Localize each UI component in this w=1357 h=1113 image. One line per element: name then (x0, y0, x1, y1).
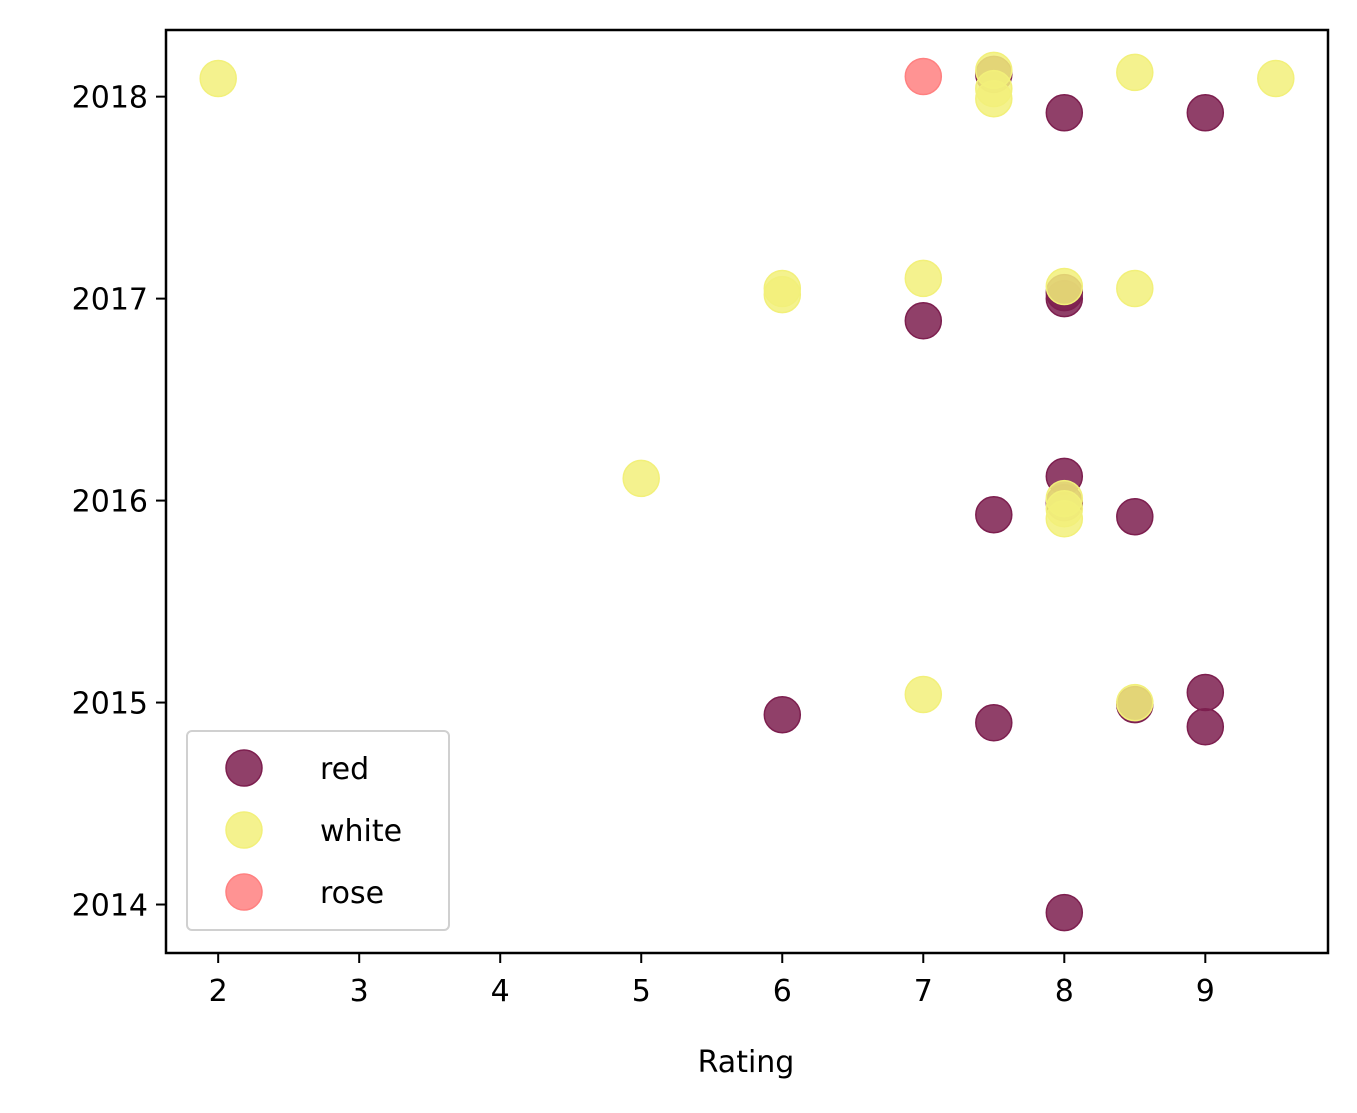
plot-frame (164, 28, 1330, 955)
point-white (1045, 267, 1084, 306)
point-red (1186, 708, 1225, 746)
point-red (904, 302, 943, 340)
point-white (904, 675, 943, 714)
x-tick-label: 6 (773, 974, 792, 1009)
x-tick-label: 2 (209, 974, 228, 1009)
y-tick-label: 2015 (72, 687, 148, 722)
x-axis-label: Rating (698, 1045, 795, 1080)
point-rose (904, 57, 943, 96)
x-tick-label: 4 (491, 974, 510, 1009)
y-axis: 2014 2015 2016 2017 2018 (72, 81, 166, 924)
legend-label-rose: rose (320, 876, 384, 911)
point-red (1045, 94, 1084, 132)
point-red (1186, 94, 1225, 132)
y-tick-label: 2014 (72, 889, 148, 924)
point-white (1045, 500, 1084, 538)
y-tick-label: 2018 (72, 81, 148, 116)
legend: red white rose (186, 730, 450, 931)
point-red (763, 695, 802, 734)
x-tick-label: 7 (914, 974, 933, 1009)
point-white (1116, 53, 1154, 92)
point-white (904, 259, 943, 298)
legend-marker-white (225, 811, 263, 849)
x-axis: 2 3 4 5 6 7 8 9 (209, 953, 1215, 1009)
points-layer (199, 51, 1295, 932)
point-white (1257, 59, 1295, 98)
point-red (1116, 497, 1154, 536)
legend-marker-red (225, 749, 263, 787)
legend-label-white: white (320, 814, 402, 849)
legend-label-red: red (320, 752, 369, 787)
point-red (1186, 673, 1225, 712)
x-tick-label: 5 (632, 974, 651, 1009)
point-red (975, 704, 1013, 742)
y-tick-label: 2017 (72, 283, 148, 318)
x-tick-label: 3 (350, 974, 369, 1009)
point-white (1116, 269, 1154, 308)
legend-marker-rose (225, 873, 263, 911)
point-red (975, 495, 1013, 534)
x-tick-label: 9 (1196, 974, 1215, 1009)
point-white (975, 79, 1013, 118)
x-tick-label: 8 (1055, 974, 1074, 1009)
point-red (1045, 893, 1084, 932)
y-tick-label: 2016 (72, 485, 148, 520)
point-white (1116, 683, 1154, 722)
point-white (199, 59, 237, 98)
point-white (622, 459, 660, 498)
point-white (763, 275, 802, 314)
